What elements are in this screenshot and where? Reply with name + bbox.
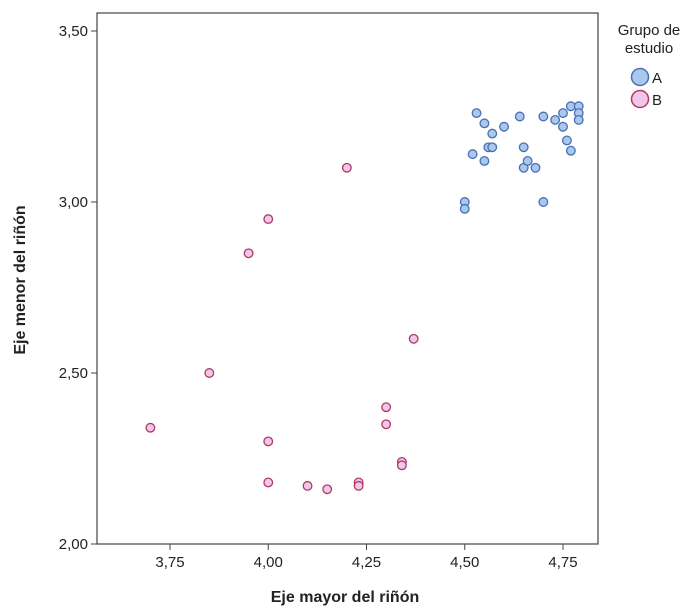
data-point-a xyxy=(558,121,568,132)
data-point-b xyxy=(302,480,313,491)
data-point-a xyxy=(467,149,478,160)
data-point-b xyxy=(204,368,215,378)
y-tick-label: 2,00 xyxy=(59,536,88,553)
legend-title: Grupo de xyxy=(618,22,681,39)
data-point-b xyxy=(243,248,254,259)
data-point-b xyxy=(263,436,274,447)
y-tick-label: 3,00 xyxy=(59,194,88,211)
plot-frame xyxy=(96,12,599,545)
data-point-b xyxy=(381,402,392,413)
data-point-a xyxy=(459,203,470,214)
legend-marker-b xyxy=(630,89,650,109)
data-point-a xyxy=(487,142,498,153)
legend-label-b: B xyxy=(652,92,662,109)
y-tick-label: 2,50 xyxy=(59,365,88,382)
data-point-b xyxy=(353,480,364,491)
data-point-b xyxy=(408,333,419,344)
data-point-a xyxy=(538,111,549,122)
data-point-a xyxy=(471,108,482,119)
x-tick-label: 4,25 xyxy=(352,554,381,571)
data-point-b xyxy=(381,419,392,430)
data-point-a xyxy=(518,142,529,153)
legend-label-a: A xyxy=(652,70,662,87)
x-tick-label: 3,75 xyxy=(155,554,184,571)
legend-marker-a xyxy=(630,67,650,87)
data-point-a xyxy=(558,108,568,119)
x-axis-title: Eje mayor del riñón xyxy=(271,589,419,606)
x-tick-label: 4,00 xyxy=(254,554,283,571)
x-tick-label: 4,50 xyxy=(450,554,479,571)
data-point-a xyxy=(514,111,525,122)
data-point-a xyxy=(565,145,576,156)
data-point-a xyxy=(550,114,561,125)
y-axis-title: Eje menor del riñón xyxy=(12,205,29,354)
x-axis: 3,75 4,00 4,25 4,50 4,75 xyxy=(155,544,578,571)
data-point-a xyxy=(561,135,572,146)
y-tick-label: 3,50 xyxy=(59,23,88,40)
data-point-b xyxy=(322,484,333,495)
data-point-a xyxy=(522,156,533,166)
data-point-a xyxy=(573,114,584,125)
data-point-b xyxy=(341,162,352,173)
x-tick-label: 4,75 xyxy=(548,554,577,571)
y-axis: 2,00 2,50 3,00 3,50 xyxy=(59,23,97,553)
data-point-a xyxy=(499,121,510,132)
legend-title: estudio xyxy=(625,40,673,57)
data-point-a xyxy=(538,197,549,207)
data-point-b xyxy=(396,460,407,471)
data-point-a xyxy=(479,156,490,166)
data-point-b xyxy=(263,214,274,225)
data-point-a xyxy=(530,162,541,173)
data-point-b xyxy=(145,422,156,433)
data-point-a xyxy=(487,128,498,139)
data-points xyxy=(145,101,584,495)
data-point-a xyxy=(479,118,490,129)
data-point-b xyxy=(263,477,274,488)
